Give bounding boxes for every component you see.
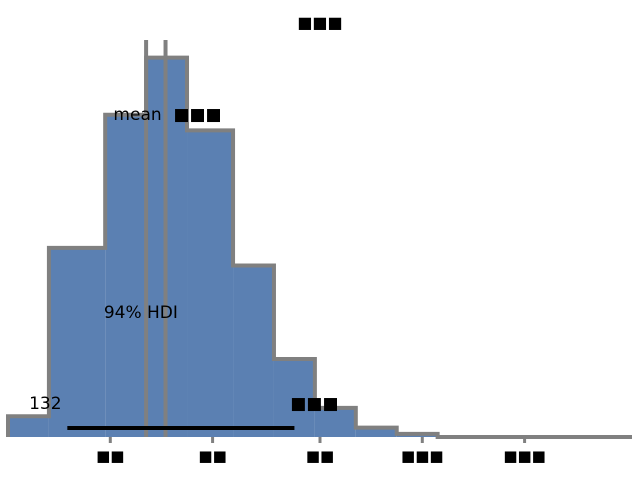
x-tick-label-3: ■■■ [401,447,444,465]
histogram-bars [6,55,632,439]
histogram-outline [6,55,632,439]
chart-title: ■■■ [297,13,342,32]
histogram-bar-6 [273,359,315,437]
mean-value-label: ■■■ [173,105,221,125]
mean-label: mean [113,105,161,125]
hdi-low-label: 132 [29,394,61,414]
histogram-bar-1 [48,247,106,437]
hdi-label: 94% HDI [104,303,178,323]
x-tick-label-1: ■■ [198,447,226,465]
histogram-bar-5 [233,265,274,437]
x-axis-ticks: ■■ ■■ ■■ ■■■ ■■■ [96,437,546,465]
hdi-high-label: ■■■ [290,394,338,414]
x-tick-label-2: ■■ [306,447,334,465]
histogram-bar-7 [314,407,356,437]
histogram-bar-4 [187,130,234,437]
x-tick-label-4: ■■■ [503,447,546,465]
histogram-bar-0 [8,416,49,437]
histogram-bar-8 [355,427,397,437]
x-tick-label-0: ■■ [96,447,124,465]
histogram-bar-2 [105,114,147,438]
